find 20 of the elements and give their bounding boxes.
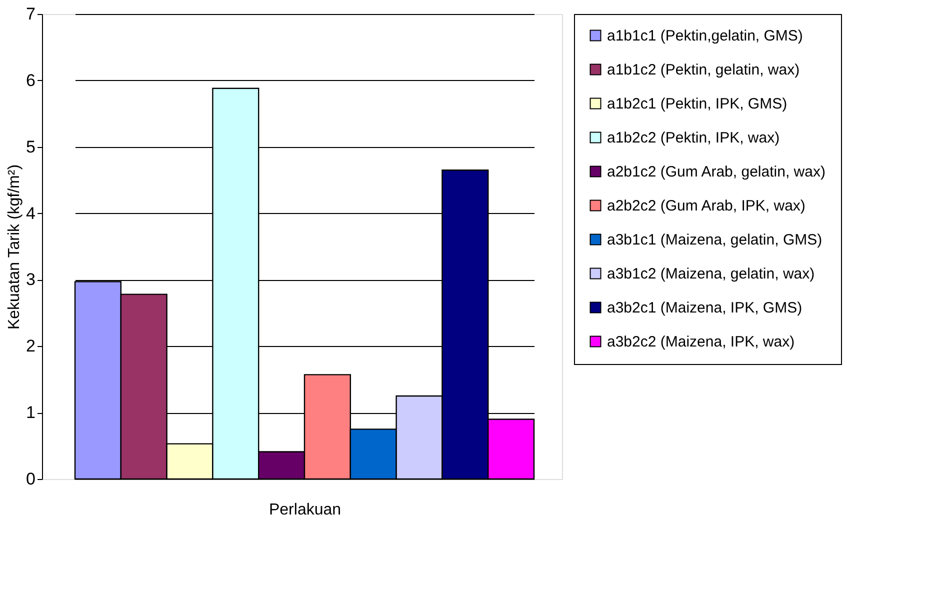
legend-label: a3b1c2 (Maizena, gelatin, wax) bbox=[607, 266, 815, 282]
y-tick-label: 6 bbox=[26, 70, 36, 90]
legend-label: a1b1c2 (Pektin, gelatin, wax) bbox=[607, 62, 800, 78]
y-tick-label: 4 bbox=[26, 204, 36, 223]
y-tick-label: 2 bbox=[26, 336, 36, 356]
y-axis-title: Kekuatan Tarik (kgf/m²) bbox=[6, 164, 24, 330]
y-tick-label: 7 bbox=[26, 4, 36, 24]
y-tick-label: 5 bbox=[26, 137, 36, 156]
legend-label: a2b2c2 (Gum Arab, IPK, wax) bbox=[607, 198, 806, 214]
y-tick-label: 3 bbox=[26, 270, 36, 290]
legend-label: a3b1c1 (Maizena, gelatin, GMS) bbox=[607, 232, 822, 248]
y-tick-label: 0 bbox=[26, 470, 36, 488]
legend-label: a2b1c2 (Gum Arab, gelatin, wax) bbox=[607, 164, 826, 180]
legend-label: a3b2c2 (Maizena, IPK, wax) bbox=[607, 334, 795, 350]
y-tick-label: 1 bbox=[26, 403, 36, 422]
legend-label: a1b2c1 (Pektin, IPK, GMS) bbox=[607, 96, 788, 112]
legend-label: a3b2c1 (Maizena, IPK, GMS) bbox=[607, 300, 802, 316]
legend-label: a1b2c2 (Pektin, IPK, wax) bbox=[607, 130, 780, 146]
legend-label: a1b1c1 (Pektin,gelatin, GMS) bbox=[607, 28, 803, 44]
x-axis-title: Perlakuan bbox=[268, 502, 342, 518]
